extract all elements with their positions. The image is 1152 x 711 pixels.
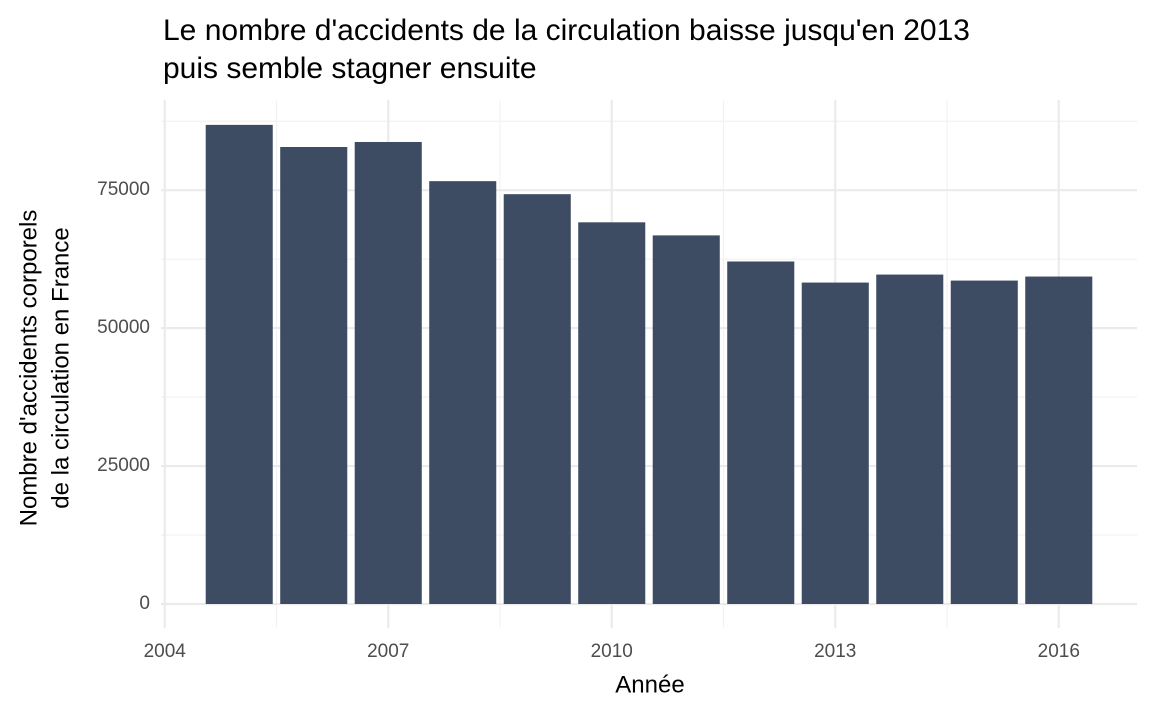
y-tick-label: 25000 bbox=[97, 455, 150, 476]
bar bbox=[1025, 276, 1093, 604]
y-tick-label: 50000 bbox=[97, 317, 150, 338]
bar bbox=[950, 280, 1018, 604]
x-axis-label: Année bbox=[615, 671, 684, 698]
y-tick-label: 0 bbox=[139, 593, 150, 614]
y-axis-label: Nombre d'accidents corporels bbox=[15, 210, 42, 527]
chart-title: puis semble stagner ensuite bbox=[163, 52, 537, 85]
x-tick-label: 2016 bbox=[1038, 641, 1080, 662]
y-tick-label: 75000 bbox=[97, 179, 150, 200]
bar bbox=[354, 141, 422, 604]
y-axis-label: de la circulation en France bbox=[47, 227, 74, 508]
x-tick-label: 2010 bbox=[591, 641, 633, 662]
bar bbox=[578, 222, 646, 604]
x-tick-label: 2007 bbox=[367, 641, 409, 662]
x-tick-label: 2004 bbox=[144, 641, 187, 662]
bar bbox=[876, 274, 944, 604]
bar bbox=[280, 147, 348, 604]
chart-title: Le nombre d'accidents de la circulation … bbox=[163, 14, 970, 47]
x-tick-label: 2013 bbox=[814, 641, 856, 662]
bar bbox=[429, 181, 497, 604]
bar bbox=[652, 235, 720, 604]
bar bbox=[801, 282, 869, 604]
bar bbox=[205, 124, 273, 605]
bar bbox=[503, 194, 571, 604]
bar bbox=[727, 261, 795, 604]
